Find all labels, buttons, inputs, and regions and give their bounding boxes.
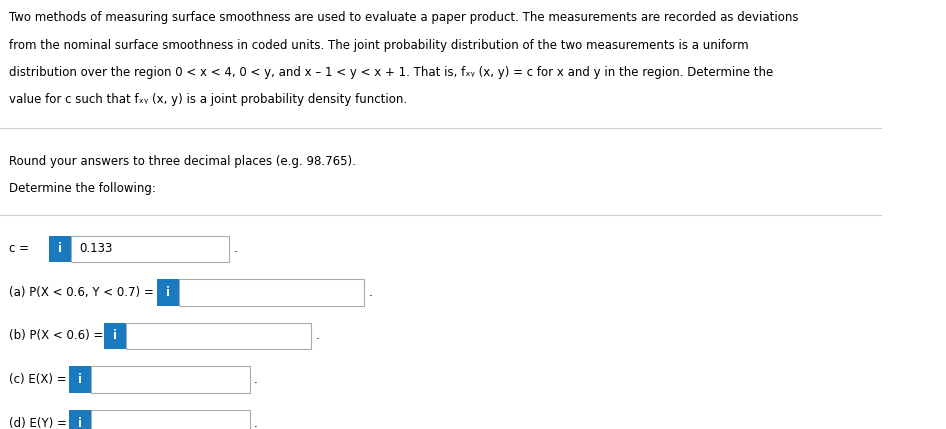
Text: i: i [58, 242, 61, 255]
Text: from the nominal surface smoothness in coded units. The joint probability distri: from the nominal surface smoothness in c… [9, 39, 748, 51]
FancyBboxPatch shape [179, 279, 364, 306]
FancyBboxPatch shape [69, 366, 91, 393]
Text: i: i [78, 417, 82, 429]
FancyBboxPatch shape [69, 410, 91, 429]
Text: i: i [166, 286, 170, 299]
Text: .: . [316, 329, 320, 342]
Text: c =: c = [9, 242, 32, 255]
FancyBboxPatch shape [91, 366, 250, 393]
Text: 0.133: 0.133 [79, 242, 113, 255]
Text: Two methods of measuring surface smoothness are used to evaluate a paper product: Two methods of measuring surface smoothn… [9, 11, 798, 24]
FancyBboxPatch shape [71, 236, 229, 262]
Text: (d) E(Y) =: (d) E(Y) = [9, 417, 67, 429]
Text: Determine the following:: Determine the following: [9, 182, 156, 195]
Text: .: . [234, 242, 237, 255]
Text: (a) P(X < 0.6, Y < 0.7) =: (a) P(X < 0.6, Y < 0.7) = [9, 286, 153, 299]
Text: i: i [78, 373, 82, 386]
Text: .: . [254, 373, 258, 386]
FancyBboxPatch shape [104, 323, 126, 349]
FancyBboxPatch shape [91, 410, 250, 429]
Text: value for c such that fₓᵧ (x, y) is a joint probability density function.: value for c such that fₓᵧ (x, y) is a jo… [9, 93, 407, 106]
FancyBboxPatch shape [126, 323, 311, 349]
Text: distribution over the region 0 < x < 4, 0 < y, and x – 1 < y < x + 1. That is, f: distribution over the region 0 < x < 4, … [9, 66, 773, 79]
FancyBboxPatch shape [48, 236, 71, 262]
Text: (c) E(X) =: (c) E(X) = [9, 373, 66, 386]
Text: .: . [369, 286, 373, 299]
Text: (b) P(X < 0.6) =: (b) P(X < 0.6) = [9, 329, 103, 342]
Text: i: i [114, 329, 117, 342]
FancyBboxPatch shape [157, 279, 179, 306]
Text: Round your answers to three decimal places (e.g. 98.765).: Round your answers to three decimal plac… [9, 154, 356, 168]
Text: .: . [254, 417, 258, 429]
